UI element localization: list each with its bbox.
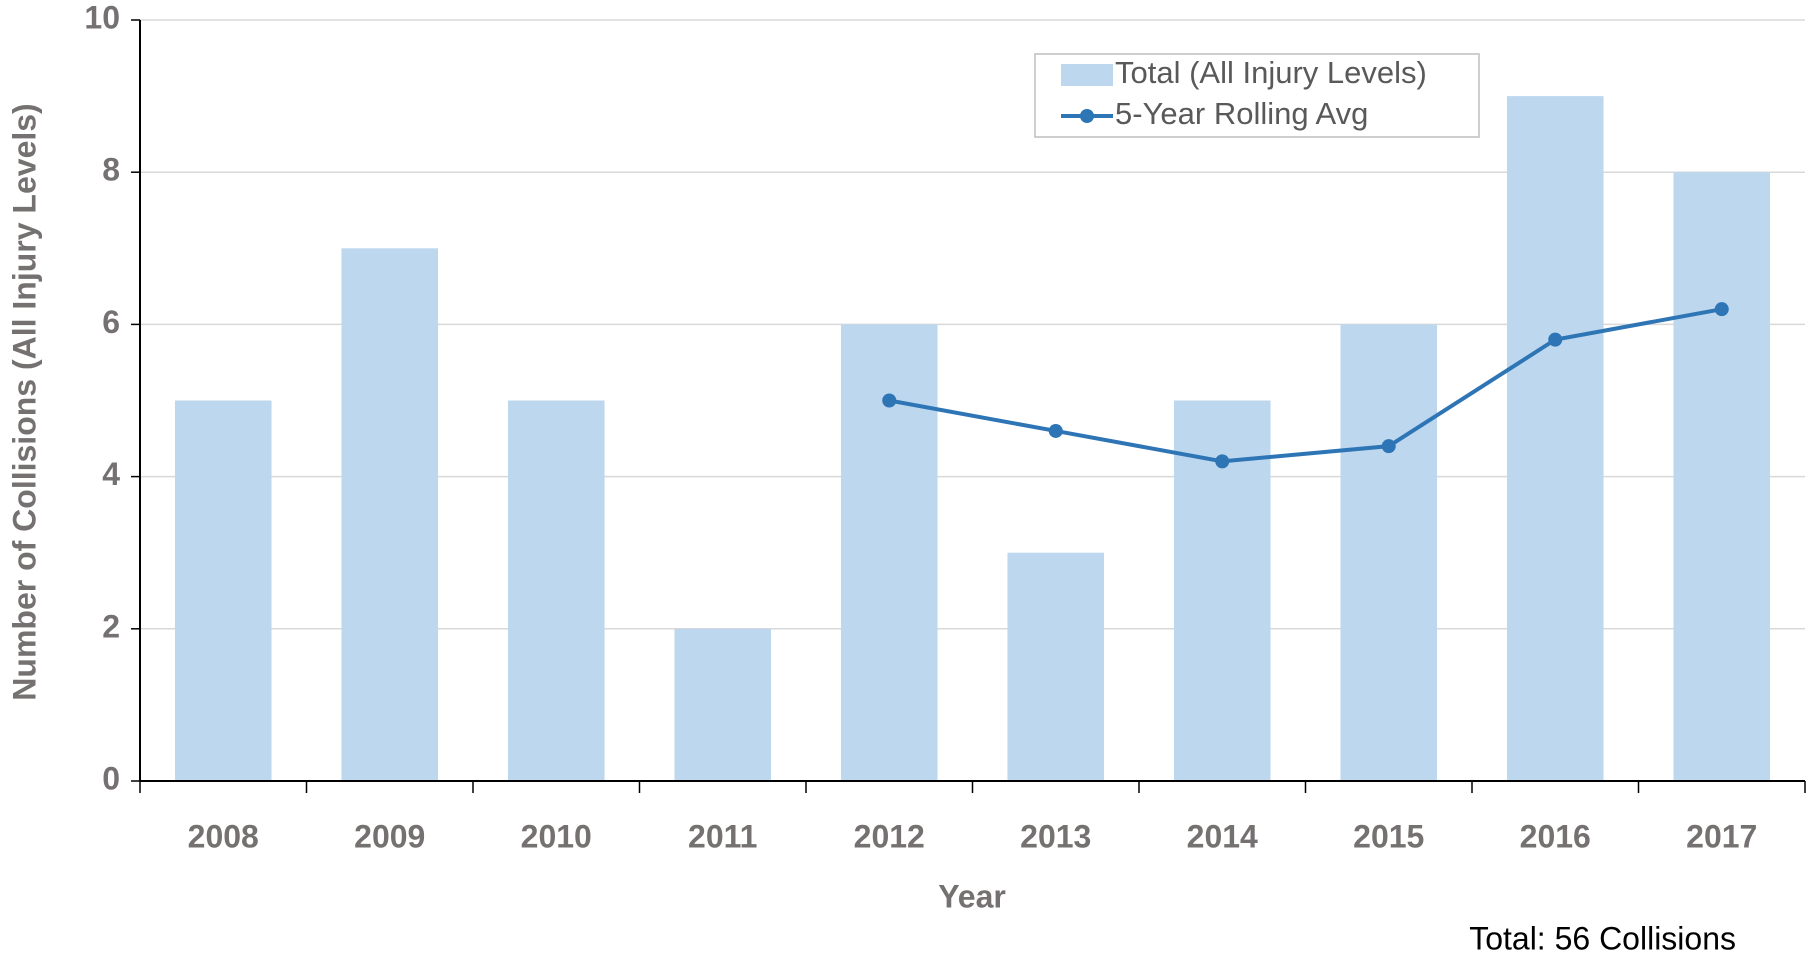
legend-swatch-marker [1080,109,1094,123]
x-axis-title: Year [938,878,1006,914]
bar [507,400,605,781]
bar [341,248,439,782]
y-tick-label: 2 [102,608,120,644]
legend-swatch [1061,64,1113,86]
line-marker [1215,454,1230,469]
bar [1673,172,1771,781]
line-marker [1714,302,1729,317]
x-tick-label: 2014 [1187,818,1258,854]
bar [1506,96,1604,782]
y-tick-label: 4 [102,456,120,492]
annotation: Total: 56 Collisions [1469,920,1736,956]
y-axis-title: Number of Collisions (All Injury Levels) [6,103,42,700]
bar [1007,552,1105,781]
x-tick-label: 2013 [1020,818,1091,854]
legend-label: 5-Year Rolling Avg [1115,96,1368,131]
bar [840,324,938,781]
x-tick-label: 2011 [688,818,757,854]
line-marker [1048,423,1063,438]
x-tick-label: 2008 [188,818,259,854]
x-tick-label: 2017 [1686,818,1757,854]
y-tick-label: 6 [102,304,120,340]
y-tick-label: 8 [102,152,120,188]
y-tick-label: 0 [102,760,120,796]
line-marker [882,393,897,408]
x-tick-label: 2009 [354,818,425,854]
legend-label: Total (All Injury Levels) [1115,55,1427,90]
y-tick-label: 10 [84,0,120,35]
x-tick-label: 2015 [1353,818,1424,854]
line-marker [1548,332,1563,347]
line-marker [1381,439,1396,454]
x-tick-label: 2010 [521,818,592,854]
x-tick-label: 2016 [1520,818,1591,854]
line [888,307,1723,464]
bar [674,628,772,781]
bar [174,400,272,781]
x-tick-label: 2012 [854,818,925,854]
bar [1340,324,1438,781]
